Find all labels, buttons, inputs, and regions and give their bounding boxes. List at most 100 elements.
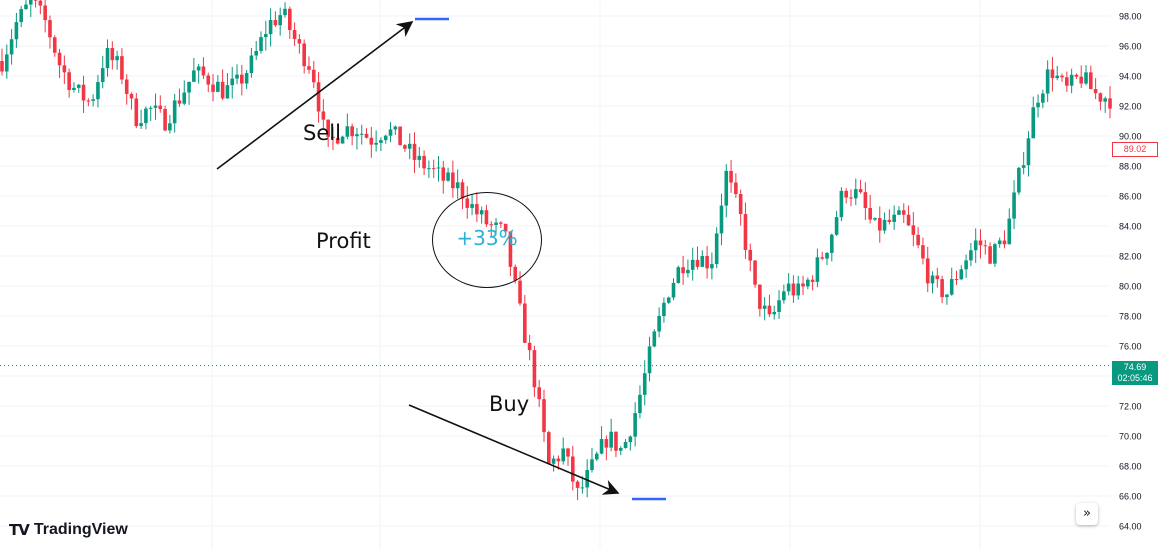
candle (853, 178, 858, 205)
candle (355, 128, 359, 150)
candle-body (705, 256, 709, 269)
candle-body (388, 129, 393, 136)
candle-body (283, 8, 287, 16)
candle-body (887, 219, 892, 222)
candle (523, 295, 527, 344)
candle-body (681, 267, 685, 274)
candles (0, 0, 1112, 501)
candle-body (417, 155, 422, 160)
candle-body (1074, 74, 1079, 77)
candle-body (575, 481, 580, 488)
candle-body (287, 8, 292, 30)
candle (417, 146, 422, 168)
candle-body (647, 346, 652, 374)
profit-circle (432, 192, 542, 288)
candle (686, 259, 690, 278)
candle-body (259, 37, 263, 51)
candle-body (110, 48, 115, 61)
candle (969, 242, 973, 267)
candle (748, 243, 753, 272)
y-axis: 98.00 96.00 94.00 92.00 90.00 88.00 86.00 84.00… (1119, 12, 1142, 532)
candle (983, 239, 988, 255)
double-chevron-right-icon[interactable]: » (1076, 503, 1098, 525)
candle-body (1041, 93, 1045, 103)
candle (369, 126, 374, 158)
candle (76, 84, 81, 93)
candle-body (969, 250, 973, 261)
candle-body (1069, 74, 1074, 86)
candle (921, 237, 925, 265)
candle (124, 74, 129, 105)
candle-body (436, 167, 441, 169)
candle-body (551, 458, 556, 464)
candle (427, 160, 431, 179)
candle (278, 7, 282, 36)
candle (96, 74, 100, 108)
candle-body (547, 432, 551, 464)
candle-body (945, 294, 949, 298)
candle-body (815, 257, 820, 282)
candle-body (758, 284, 762, 309)
candle (9, 29, 14, 65)
candle (978, 229, 983, 259)
candle (743, 202, 748, 259)
candle-body (158, 105, 163, 110)
candle (168, 114, 172, 134)
candle-body (892, 214, 896, 222)
candle (1074, 73, 1079, 80)
candle-body (268, 20, 273, 35)
candle (911, 212, 916, 247)
tradingview-logo[interactable]: TV TradingView (9, 521, 128, 539)
y-tick-label: 76.00 (1119, 342, 1142, 352)
candle (547, 430, 551, 465)
candle-body (0, 61, 4, 72)
candle (609, 418, 613, 452)
candle-body (220, 81, 225, 99)
candle-body (393, 126, 398, 130)
candle (62, 55, 67, 85)
candle-body (671, 282, 676, 298)
candle (537, 379, 542, 408)
candle (1036, 94, 1040, 118)
candle-body (398, 126, 402, 146)
y-tick-label: 68.00 (1119, 462, 1142, 472)
candle (100, 55, 105, 89)
candle-body (321, 111, 326, 120)
candle-body (422, 155, 426, 169)
candle (940, 275, 944, 304)
candle-body (844, 190, 848, 198)
candle (834, 210, 839, 237)
candle (954, 270, 959, 285)
candle-body (580, 487, 585, 489)
candle (1017, 166, 1021, 195)
candle (935, 267, 940, 288)
candle-body (873, 218, 877, 220)
candle (1002, 230, 1007, 249)
candle-body (369, 137, 374, 145)
candle (729, 159, 733, 193)
candle (930, 271, 935, 294)
candle (441, 160, 446, 194)
candle (796, 275, 801, 300)
candle (110, 41, 115, 70)
y-tick-label: 72.00 (1119, 402, 1142, 412)
candle-body (9, 39, 14, 55)
candle (307, 56, 311, 74)
candle-body (177, 100, 182, 104)
current-price-tag: 74.69 02:05:46 (1112, 361, 1158, 385)
candle-body (993, 244, 997, 264)
candle (959, 265, 964, 281)
candle (801, 275, 805, 296)
candle-body (28, 0, 33, 5)
candle-body (148, 107, 153, 109)
candle (887, 209, 892, 225)
candle-body (590, 459, 594, 470)
candle (858, 179, 863, 194)
candle (1007, 208, 1012, 245)
candle-body (38, 0, 43, 6)
candle (652, 329, 657, 348)
candle-body (657, 316, 661, 332)
candle (374, 130, 378, 152)
candle (758, 284, 762, 317)
